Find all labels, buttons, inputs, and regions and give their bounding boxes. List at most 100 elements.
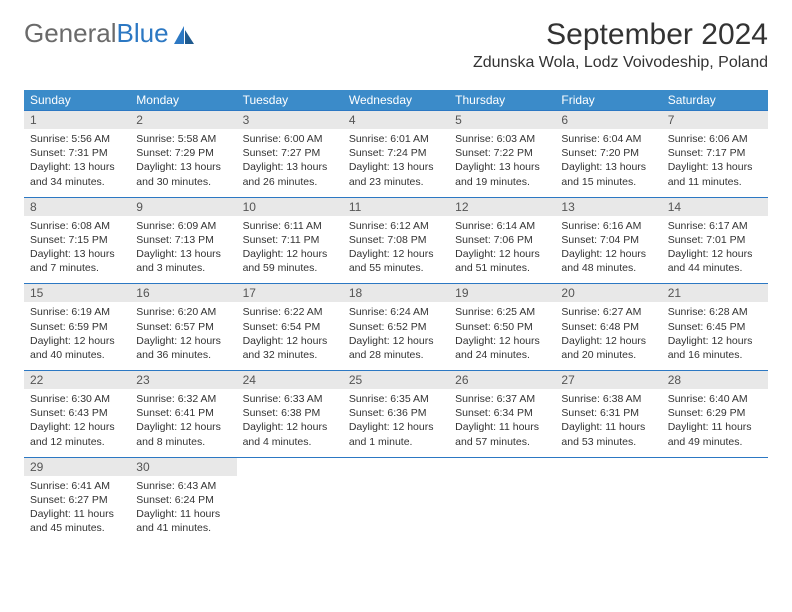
day-cell: Sunrise: 6:12 AMSunset: 7:08 PMDaylight:… — [343, 216, 449, 284]
sunrise: Sunrise: 6:30 AM — [30, 392, 124, 406]
daylight: Daylight: 12 hours and 16 minutes. — [668, 334, 762, 362]
day-number: 22 — [24, 370, 130, 389]
sunrise: Sunrise: 6:12 AM — [349, 219, 443, 233]
day-cell: Sunrise: 6:06 AMSunset: 7:17 PMDaylight:… — [662, 129, 768, 197]
day-number: 25 — [343, 370, 449, 389]
day-number: 1 — [24, 110, 130, 129]
sunset: Sunset: 7:29 PM — [136, 146, 230, 160]
day-cell: Sunrise: 6:32 AMSunset: 6:41 PMDaylight:… — [130, 389, 236, 457]
sunset: Sunset: 6:45 PM — [668, 320, 762, 334]
sunrise: Sunrise: 6:14 AM — [455, 219, 549, 233]
calendar: Sunday Monday Tuesday Wednesday Thursday… — [24, 90, 768, 543]
day-cell: Sunrise: 6:17 AMSunset: 7:01 PMDaylight:… — [662, 216, 768, 284]
day-cell: Sunrise: 6:25 AMSunset: 6:50 PMDaylight:… — [449, 302, 555, 370]
day-number — [662, 457, 768, 476]
day-cell: Sunrise: 6:14 AMSunset: 7:06 PMDaylight:… — [449, 216, 555, 284]
day-number: 30 — [130, 457, 236, 476]
sunrise: Sunrise: 6:09 AM — [136, 219, 230, 233]
sunrise: Sunrise: 6:43 AM — [136, 479, 230, 493]
sunset: Sunset: 7:22 PM — [455, 146, 549, 160]
day-cell: Sunrise: 6:01 AMSunset: 7:24 PMDaylight:… — [343, 129, 449, 197]
day-cell: Sunrise: 6:35 AMSunset: 6:36 PMDaylight:… — [343, 389, 449, 457]
day-cell — [237, 476, 343, 544]
day-number: 27 — [555, 370, 661, 389]
day-cell: Sunrise: 6:41 AMSunset: 6:27 PMDaylight:… — [24, 476, 130, 544]
day-cell: Sunrise: 6:27 AMSunset: 6:48 PMDaylight:… — [555, 302, 661, 370]
day-number: 12 — [449, 197, 555, 216]
day-number — [343, 457, 449, 476]
brand-part2: Blue — [117, 18, 169, 49]
sunset: Sunset: 7:17 PM — [668, 146, 762, 160]
day-number: 21 — [662, 283, 768, 302]
daylight: Daylight: 12 hours and 59 minutes. — [243, 247, 337, 275]
day-header: Monday — [130, 90, 236, 110]
daylight: Daylight: 13 hours and 3 minutes. — [136, 247, 230, 275]
day-cell: Sunrise: 6:28 AMSunset: 6:45 PMDaylight:… — [662, 302, 768, 370]
sunrise: Sunrise: 6:16 AM — [561, 219, 655, 233]
daylight: Daylight: 12 hours and 36 minutes. — [136, 334, 230, 362]
day-number: 15 — [24, 283, 130, 302]
sunrise: Sunrise: 6:00 AM — [243, 132, 337, 146]
day-number: 26 — [449, 370, 555, 389]
daylight: Daylight: 13 hours and 30 minutes. — [136, 160, 230, 188]
day-header: Friday — [555, 90, 661, 110]
day-number — [555, 457, 661, 476]
day-cell: Sunrise: 5:58 AMSunset: 7:29 PMDaylight:… — [130, 129, 236, 197]
day-number: 19 — [449, 283, 555, 302]
sunrise: Sunrise: 6:22 AM — [243, 305, 337, 319]
sunset: Sunset: 6:27 PM — [30, 493, 124, 507]
sunrise: Sunrise: 6:37 AM — [455, 392, 549, 406]
day-cell: Sunrise: 6:19 AMSunset: 6:59 PMDaylight:… — [24, 302, 130, 370]
brand-logo: GeneralBlue — [24, 18, 196, 49]
day-number: 11 — [343, 197, 449, 216]
day-number: 28 — [662, 370, 768, 389]
sunset: Sunset: 7:15 PM — [30, 233, 124, 247]
week-number-row: 891011121314 — [24, 197, 768, 216]
day-number: 4 — [343, 110, 449, 129]
day-number: 20 — [555, 283, 661, 302]
daylight: Daylight: 13 hours and 11 minutes. — [668, 160, 762, 188]
sunset: Sunset: 6:36 PM — [349, 406, 443, 420]
day-number — [449, 457, 555, 476]
day-number: 5 — [449, 110, 555, 129]
day-cell: Sunrise: 6:24 AMSunset: 6:52 PMDaylight:… — [343, 302, 449, 370]
sunset: Sunset: 7:01 PM — [668, 233, 762, 247]
daylight: Daylight: 12 hours and 4 minutes. — [243, 420, 337, 448]
day-cell: Sunrise: 6:22 AMSunset: 6:54 PMDaylight:… — [237, 302, 343, 370]
day-cell: Sunrise: 5:56 AMSunset: 7:31 PMDaylight:… — [24, 129, 130, 197]
sunrise: Sunrise: 6:04 AM — [561, 132, 655, 146]
sunrise: Sunrise: 6:03 AM — [455, 132, 549, 146]
day-number: 6 — [555, 110, 661, 129]
sunrise: Sunrise: 5:58 AM — [136, 132, 230, 146]
day-number: 9 — [130, 197, 236, 216]
sunset: Sunset: 7:27 PM — [243, 146, 337, 160]
day-number: 29 — [24, 457, 130, 476]
day-header: Tuesday — [237, 90, 343, 110]
sunrise: Sunrise: 6:40 AM — [668, 392, 762, 406]
sunrise: Sunrise: 6:28 AM — [668, 305, 762, 319]
daylight: Daylight: 12 hours and 44 minutes. — [668, 247, 762, 275]
day-cell: Sunrise: 6:43 AMSunset: 6:24 PMDaylight:… — [130, 476, 236, 544]
day-cell — [343, 476, 449, 544]
daylight: Daylight: 12 hours and 20 minutes. — [561, 334, 655, 362]
sunset: Sunset: 7:04 PM — [561, 233, 655, 247]
sunset: Sunset: 7:11 PM — [243, 233, 337, 247]
daylight: Daylight: 11 hours and 41 minutes. — [136, 507, 230, 535]
day-cell: Sunrise: 6:00 AMSunset: 7:27 PMDaylight:… — [237, 129, 343, 197]
title-block: September 2024 Zdunska Wola, Lodz Voivod… — [473, 18, 768, 72]
sunrise: Sunrise: 6:25 AM — [455, 305, 549, 319]
day-header: Thursday — [449, 90, 555, 110]
sunset: Sunset: 6:29 PM — [668, 406, 762, 420]
sunset: Sunset: 6:59 PM — [30, 320, 124, 334]
week-content-row: Sunrise: 6:41 AMSunset: 6:27 PMDaylight:… — [24, 476, 768, 544]
sunset: Sunset: 7:06 PM — [455, 233, 549, 247]
day-number: 8 — [24, 197, 130, 216]
day-number: 18 — [343, 283, 449, 302]
daylight: Daylight: 11 hours and 53 minutes. — [561, 420, 655, 448]
sunset: Sunset: 7:08 PM — [349, 233, 443, 247]
sunset: Sunset: 6:48 PM — [561, 320, 655, 334]
sunset: Sunset: 6:52 PM — [349, 320, 443, 334]
sunset: Sunset: 7:13 PM — [136, 233, 230, 247]
sunset: Sunset: 6:34 PM — [455, 406, 549, 420]
week-number-row: 22232425262728 — [24, 370, 768, 389]
